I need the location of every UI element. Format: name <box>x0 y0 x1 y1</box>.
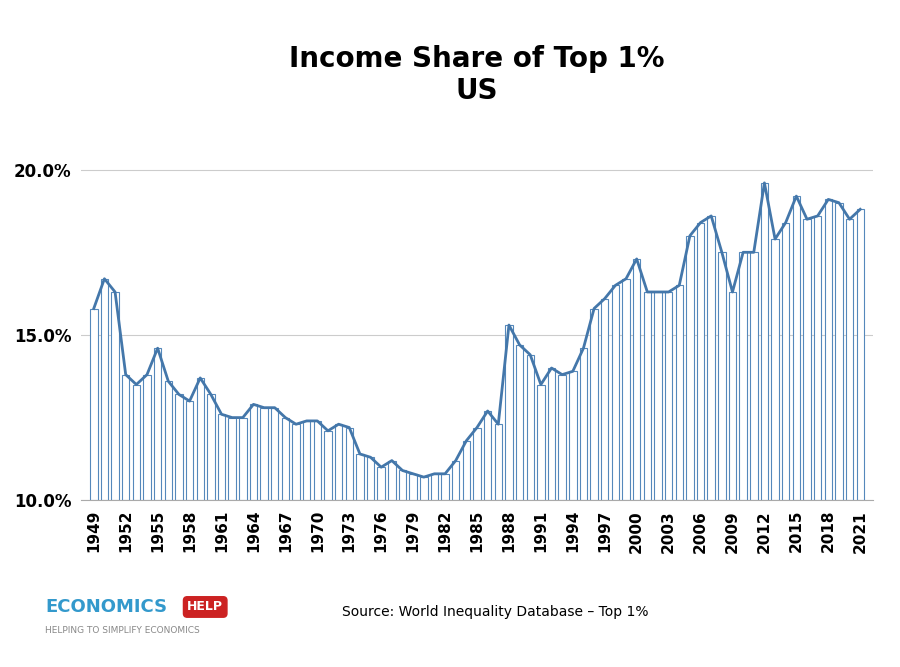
Bar <box>356 454 364 500</box>
Bar <box>516 345 523 500</box>
Bar <box>377 467 385 500</box>
Bar <box>324 431 332 500</box>
Bar <box>548 368 555 500</box>
Bar <box>335 424 342 500</box>
Bar <box>558 375 566 500</box>
Bar <box>697 223 705 500</box>
Bar <box>101 279 108 500</box>
Bar <box>165 382 172 500</box>
Bar <box>601 299 608 500</box>
Bar <box>399 470 406 500</box>
Bar <box>207 394 214 500</box>
Bar <box>410 474 417 500</box>
Bar <box>388 461 396 500</box>
Bar <box>122 375 130 500</box>
Bar <box>526 355 534 500</box>
Text: HELP: HELP <box>187 600 223 614</box>
Bar <box>239 418 247 500</box>
Bar <box>729 292 736 500</box>
Bar <box>229 418 236 500</box>
Bar <box>282 418 289 500</box>
Bar <box>484 411 491 500</box>
Bar <box>441 474 449 500</box>
Bar <box>132 385 140 500</box>
Bar <box>740 252 747 500</box>
Bar <box>473 428 481 500</box>
Bar <box>367 458 374 500</box>
Bar <box>176 394 183 500</box>
Bar <box>857 209 864 500</box>
Bar <box>313 421 321 500</box>
Bar <box>718 252 725 500</box>
Bar <box>622 279 630 500</box>
Bar <box>676 285 683 500</box>
Bar <box>804 219 811 500</box>
Bar <box>154 348 161 500</box>
Bar <box>782 223 789 500</box>
Bar <box>505 325 513 500</box>
Bar <box>90 309 97 500</box>
Title: Income Share of Top 1%
US: Income Share of Top 1% US <box>289 45 665 105</box>
Bar <box>654 292 662 500</box>
Bar <box>612 285 619 500</box>
Bar <box>644 292 651 500</box>
Bar <box>569 372 577 500</box>
Bar <box>590 309 598 500</box>
Bar <box>196 378 204 500</box>
Text: ECONOMICS: ECONOMICS <box>45 598 167 616</box>
Bar <box>707 216 715 500</box>
Bar <box>793 196 800 500</box>
Bar <box>112 292 119 500</box>
Bar <box>271 408 278 500</box>
Bar <box>537 385 544 500</box>
Bar <box>186 401 194 500</box>
Bar <box>346 428 353 500</box>
Bar <box>580 348 587 500</box>
Bar <box>260 408 268 500</box>
Bar <box>431 474 438 500</box>
Bar <box>249 404 257 500</box>
Bar <box>760 183 768 500</box>
Bar <box>420 477 427 500</box>
Bar <box>814 216 822 500</box>
Bar <box>771 239 778 500</box>
Bar <box>835 203 842 500</box>
Bar <box>824 199 832 500</box>
Bar <box>495 424 502 500</box>
Bar <box>218 414 225 500</box>
Bar <box>292 424 300 500</box>
Bar <box>846 219 853 500</box>
Bar <box>452 461 459 500</box>
Bar <box>633 259 641 500</box>
Bar <box>303 421 310 500</box>
Text: Source: World Inequality Database – Top 1%: Source: World Inequality Database – Top … <box>342 606 649 619</box>
Bar <box>143 375 150 500</box>
Bar <box>665 292 672 500</box>
Bar <box>750 252 758 500</box>
Bar <box>463 441 470 500</box>
Bar <box>686 235 694 500</box>
Text: HELPING TO SIMPLIFY ECONOMICS: HELPING TO SIMPLIFY ECONOMICS <box>45 626 200 635</box>
